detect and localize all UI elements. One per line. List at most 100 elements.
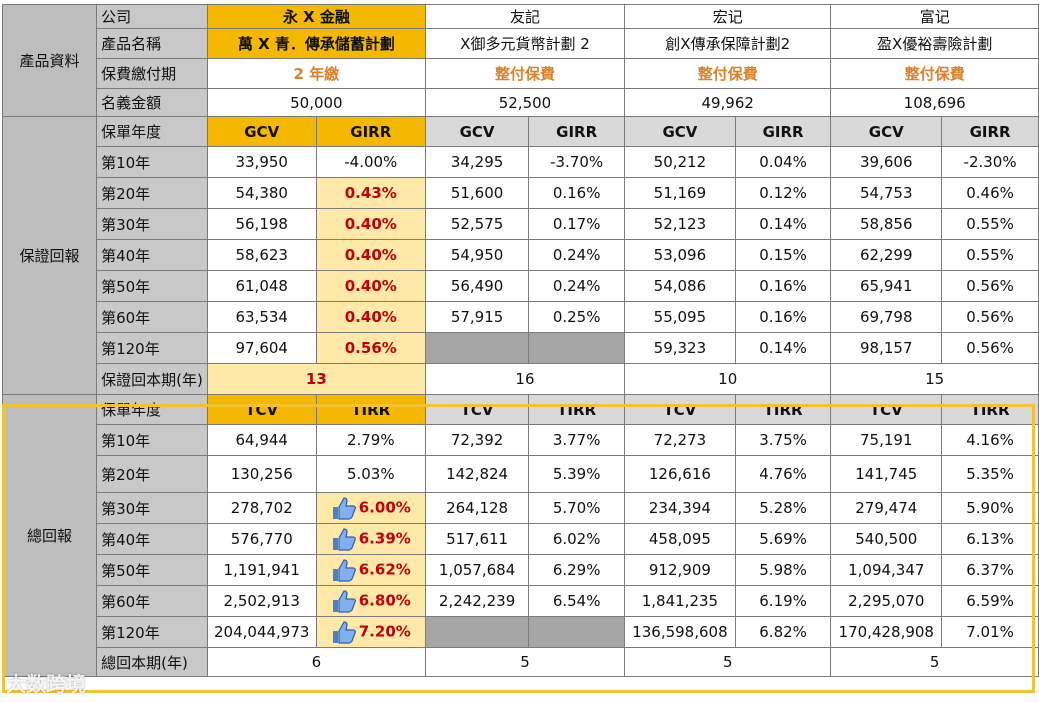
gcv-value: 69,798 <box>830 301 943 333</box>
gcv-value: 59,323 <box>624 332 736 364</box>
tirr-value: 4.76% <box>734 455 832 493</box>
payment-term: 2 年繳 <box>206 58 426 89</box>
gcv-value: 51,600 <box>424 177 530 209</box>
tcv-value: 204,044,973 <box>206 616 317 648</box>
girr-value: -2.30% <box>941 146 1039 178</box>
section-total-label: 總回報 <box>1 394 98 677</box>
gcv-value <box>424 332 530 364</box>
tirr-text: 3.77% <box>552 431 601 449</box>
girr-header: GIRR <box>315 116 426 147</box>
gcv-value: 56,490 <box>424 270 530 302</box>
thumbs-up-icon <box>332 528 356 551</box>
tcv-value: 1,841,235 <box>624 585 736 617</box>
girr-value: 0.46% <box>941 177 1039 209</box>
tcv-value: 2,242,239 <box>424 585 530 617</box>
tirr-value: 6.82% <box>734 616 832 648</box>
girr-value: 0.17% <box>528 208 626 240</box>
tirr-header: TIRR <box>734 394 832 425</box>
tirr-text: 5.98% <box>759 561 807 579</box>
tcv-value: 141,745 <box>830 455 943 493</box>
total-breakeven: 6 <box>206 647 426 677</box>
tirr-value: 6.29% <box>528 554 626 586</box>
year-label: 第10年 <box>96 424 208 456</box>
girr-value: 0.56% <box>941 332 1039 364</box>
tirr-text: 6.59% <box>966 592 1014 610</box>
tcv-header: TCV <box>424 394 530 425</box>
gcv-value: 54,753 <box>830 177 943 209</box>
tirr-text: 7.01% <box>966 623 1014 641</box>
section-product-label: 產品資料 <box>1 4 98 117</box>
tcv-header: TCV <box>624 394 736 425</box>
tirr-value: 6.80% <box>315 585 426 617</box>
tirr-text: 5.28% <box>759 499 807 517</box>
product-name: 萬 X 青．傳承儲蓄計劃 <box>206 28 426 59</box>
tirr-value: 5.69% <box>734 523 832 555</box>
year-label: 第60年 <box>96 301 208 333</box>
gcv-value: 54,950 <box>424 239 530 271</box>
year-label: 第50年 <box>96 554 208 586</box>
tirr-text: 6.82% <box>759 623 807 641</box>
tirr-value: 5.90% <box>941 492 1039 524</box>
tirr-text: 5.39% <box>552 465 601 483</box>
girr-value <box>528 332 626 364</box>
gcv-value: 39,606 <box>830 146 943 178</box>
tcv-value: 2,502,913 <box>206 585 317 617</box>
tcv-value: 264,128 <box>424 492 530 524</box>
year-label: 第40年 <box>96 239 208 271</box>
label-notional: 名義金額 <box>96 88 208 117</box>
guaranteed-breakeven: 15 <box>830 363 1039 395</box>
gcv-value: 33,950 <box>206 146 317 178</box>
tirr-text: 6.37% <box>966 561 1014 579</box>
tirr-value: 6.19% <box>734 585 832 617</box>
girr-header: GIRR <box>941 116 1039 147</box>
tirr-text: 6.13% <box>966 530 1014 548</box>
label-guaranteed-breakeven: 保證回本期(年) <box>96 363 208 395</box>
gcv-value: 55,095 <box>624 301 736 333</box>
girr-value: 0.40% <box>315 270 426 302</box>
gcv-value: 65,941 <box>830 270 943 302</box>
label-product-name: 產品名稱 <box>96 28 208 59</box>
label-total-breakeven: 總回本期(年) <box>96 647 208 677</box>
gcv-value: 61,048 <box>206 270 317 302</box>
tirr-value: 7.20% <box>315 616 426 648</box>
tcv-value: 1,057,684 <box>424 554 530 586</box>
tirr-value: 3.77% <box>528 424 626 456</box>
company-name: 富记 <box>830 4 1039 29</box>
gcv-value: 34,295 <box>424 146 530 178</box>
tcv-value: 64,944 <box>206 424 317 456</box>
girr-value: 0.24% <box>528 270 626 302</box>
tirr-value: 6.39% <box>315 523 426 555</box>
tirr-text: 7.20% <box>358 622 411 641</box>
guaranteed-breakeven: 13 <box>206 363 426 395</box>
tcv-value: 142,824 <box>424 455 530 493</box>
tirr-text: 4.16% <box>966 431 1014 449</box>
gcv-value: 52,575 <box>424 208 530 240</box>
girr-value: 0.43% <box>315 177 426 209</box>
tirr-value: 5.03% <box>315 455 426 493</box>
girr-value: 0.40% <box>315 239 426 271</box>
thumbs-up-icon <box>332 590 356 613</box>
tirr-value: 2.79% <box>315 424 426 456</box>
tcv-value: 1,094,347 <box>830 554 943 586</box>
year-label: 第30年 <box>96 492 208 524</box>
girr-value: 0.24% <box>528 239 626 271</box>
tirr-value: 6.59% <box>941 585 1039 617</box>
tirr-text: 5.69% <box>759 530 807 548</box>
notional-amount: 108,696 <box>830 88 1039 117</box>
girr-value: 0.25% <box>528 301 626 333</box>
tcv-value: 170,428,908 <box>830 616 943 648</box>
tirr-value: 5.39% <box>528 455 626 493</box>
girr-value: 0.56% <box>941 301 1039 333</box>
year-label: 第40年 <box>96 523 208 555</box>
year-label: 第30年 <box>96 208 208 240</box>
notional-amount: 49,962 <box>624 88 832 117</box>
gcv-value: 56,198 <box>206 208 317 240</box>
tcv-value: 130,256 <box>206 455 317 493</box>
tirr-value: 5.70% <box>528 492 626 524</box>
product-name: 盈X優裕壽險計劃 <box>830 28 1039 59</box>
tirr-value: 6.00% <box>315 492 426 524</box>
thumbs-up-icon <box>332 559 356 582</box>
total-breakeven: 5 <box>424 647 626 677</box>
year-label: 第10年 <box>96 146 208 178</box>
gcv-value: 54,380 <box>206 177 317 209</box>
